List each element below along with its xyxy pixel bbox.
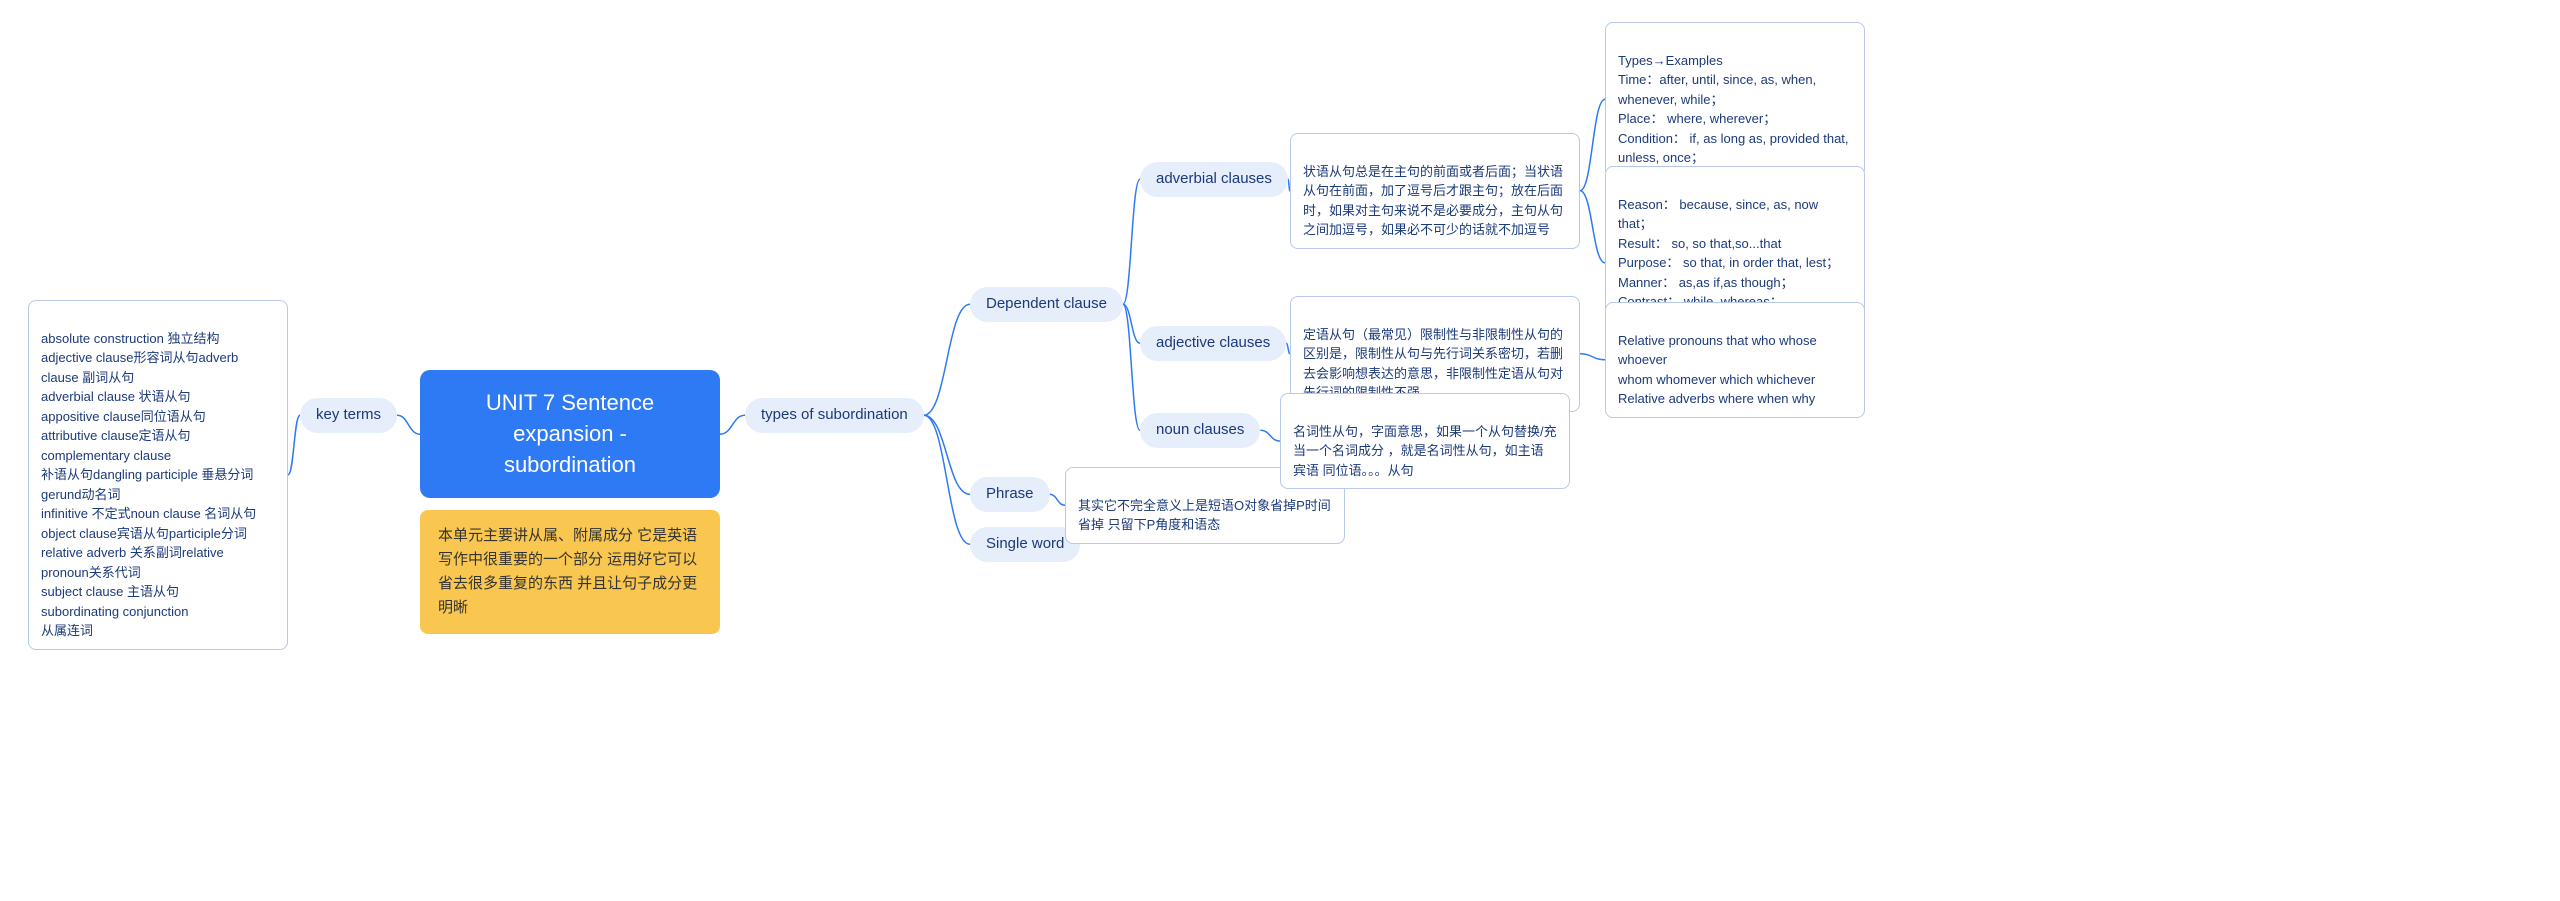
adjective-relatives-box: Relative pronouns that who whose whoever… [1605, 302, 1865, 418]
adv-box1-text: Types→Examples Time：after, until, since,… [1618, 53, 1849, 166]
key-terms-label: key terms [316, 406, 381, 423]
phrase-node: Phrase [970, 477, 1050, 512]
adverbial-clauses-node: adverbial clauses [1140, 162, 1288, 197]
root-node: UNIT 7 Sentence expansion -subordination [420, 370, 720, 498]
adverbial-label: adverbial clauses [1156, 170, 1272, 187]
adj-box-text: Relative pronouns that who whose whoever… [1618, 333, 1817, 407]
phrase-label: Phrase [986, 485, 1034, 502]
dependent-clause-node: Dependent clause [970, 287, 1123, 322]
adjective-label: adjective clauses [1156, 334, 1270, 351]
single-word-node: Single word [970, 527, 1080, 562]
summary-note-text: 本单元主要讲从属、附属成分 它是英语写作中很重要的一个部分 运用好它可以省去很多… [438, 527, 697, 616]
single-label: Single word [986, 535, 1064, 552]
dependent-label: Dependent clause [986, 295, 1107, 312]
summary-note: 本单元主要讲从属、附属成分 它是英语写作中很重要的一个部分 运用好它可以省去很多… [420, 510, 720, 634]
noun-text-content: 名词性从句，字面意思，如果一个从句替换/充当一个名词成分 ，就是名词性从句，如主… [1293, 424, 1557, 478]
key-terms-text: absolute construction 独立结构 adjective cla… [41, 331, 256, 639]
adjective-clauses-node: adjective clauses [1140, 326, 1286, 361]
adverbial-text-content: 状语从句总是在主句的前面或者后面；当状语从句在前面，加了逗号后才跟主句；放在后面… [1303, 164, 1563, 238]
root-title: UNIT 7 Sentence expansion -subordination [486, 390, 654, 477]
types-label: types of subordination [761, 406, 908, 423]
adjective-text-content: 定语从句（最常见）限制性与非限制性从句的区别是，限制性从句与先行词关系密切，若删… [1303, 327, 1563, 401]
types-node: types of subordination [745, 398, 924, 433]
noun-text: 名词性从句，字面意思，如果一个从句替换/充当一个名词成分 ，就是名词性从句，如主… [1280, 393, 1570, 489]
noun-label: noun clauses [1156, 421, 1244, 438]
key-terms-content: absolute construction 独立结构 adjective cla… [28, 300, 288, 650]
adverbial-types-box1: Types→Examples Time：after, until, since,… [1605, 22, 1865, 177]
adverbial-text: 状语从句总是在主句的前面或者后面；当状语从句在前面，加了逗号后才跟主句；放在后面… [1290, 133, 1580, 249]
key-terms-node: key terms [300, 398, 397, 433]
phrase-text-content: 其实它不完全意义上是短语O对象省掉P时间省掉 只留下P角度和语态 [1078, 498, 1331, 533]
noun-clauses-node: noun clauses [1140, 413, 1260, 448]
